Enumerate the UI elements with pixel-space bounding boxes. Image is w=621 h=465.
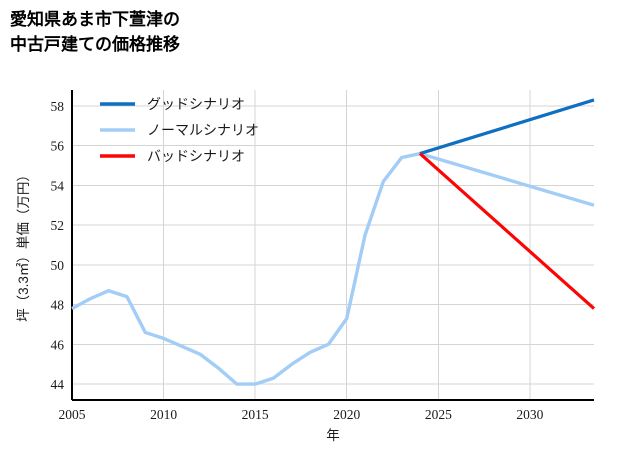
x-axis-title: 年 (326, 428, 340, 443)
data-series-group (71, 98, 596, 386)
series-line (71, 151, 595, 386)
legend-label: バッドシナリオ (147, 150, 245, 165)
axis-lines (71, 90, 594, 401)
legend-label: ノーマルシナリオ (147, 124, 259, 139)
y-tick-label: 54 (51, 178, 65, 193)
x-tick-label: 2030 (516, 407, 543, 422)
x-tick-label: 2015 (242, 407, 269, 422)
y-axis-title: 坪（3.3㎡）単価（万円） (16, 168, 31, 322)
x-tick-label: 2020 (333, 407, 360, 422)
y-tick-label: 52 (51, 218, 65, 233)
y-tick-label: 50 (51, 258, 65, 273)
chart-title: 愛知県あま市下萱津の 中古戸建ての価格推移 (10, 10, 180, 54)
x-axis-tick-labels: 2005 2010 2015 2020 2025 2030 (59, 407, 544, 422)
series-line (418, 152, 596, 310)
gridlines-vertical (163, 90, 531, 400)
y-tick-label: 56 (51, 139, 65, 154)
y-tick-label: 58 (51, 99, 65, 114)
y-tick-label: 48 (51, 298, 65, 313)
legend-label: グッドシナリオ (147, 97, 245, 113)
y-tick-label: 46 (51, 337, 65, 352)
y-axis-tick-labels: 44 46 48 50 52 54 56 58 (51, 99, 65, 392)
x-tick-label: 2005 (59, 407, 86, 422)
gridlines-horizontal (72, 105, 594, 385)
y-tick-label: 44 (51, 377, 65, 392)
series-line (419, 98, 595, 156)
x-tick-label: 2025 (425, 407, 452, 422)
x-tick-label: 2010 (150, 407, 177, 422)
